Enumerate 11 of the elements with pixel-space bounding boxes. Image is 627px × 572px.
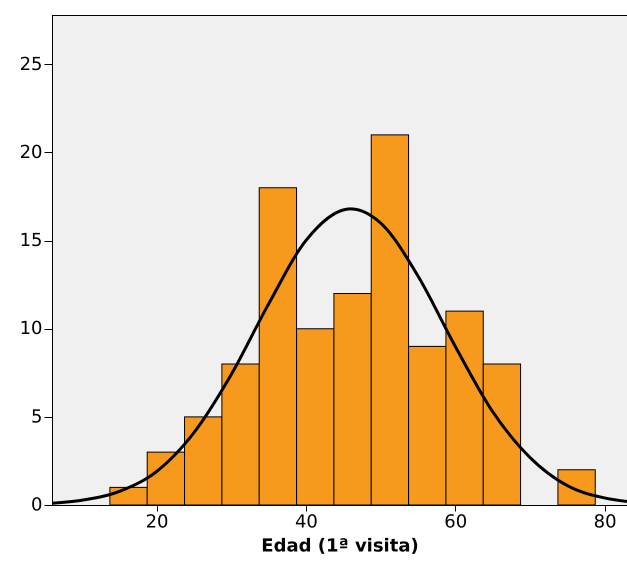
x-tick-label: 20 <box>146 512 168 532</box>
x-tick-label: 60 <box>444 512 468 532</box>
y-tick-label: 20 <box>20 142 42 163</box>
x-axis-title: Edad (1ª visita) <box>261 536 419 556</box>
y-tick-label: 5 <box>31 406 42 428</box>
y-tick-label: 0 <box>31 494 42 516</box>
y-tick-label: 25 <box>20 54 42 75</box>
y-tick-label: 15 <box>20 230 42 252</box>
x-tick-label: 40 <box>294 512 318 532</box>
x-tick-label: 80 <box>594 512 617 532</box>
y-tick-label: 10 <box>20 318 42 340</box>
